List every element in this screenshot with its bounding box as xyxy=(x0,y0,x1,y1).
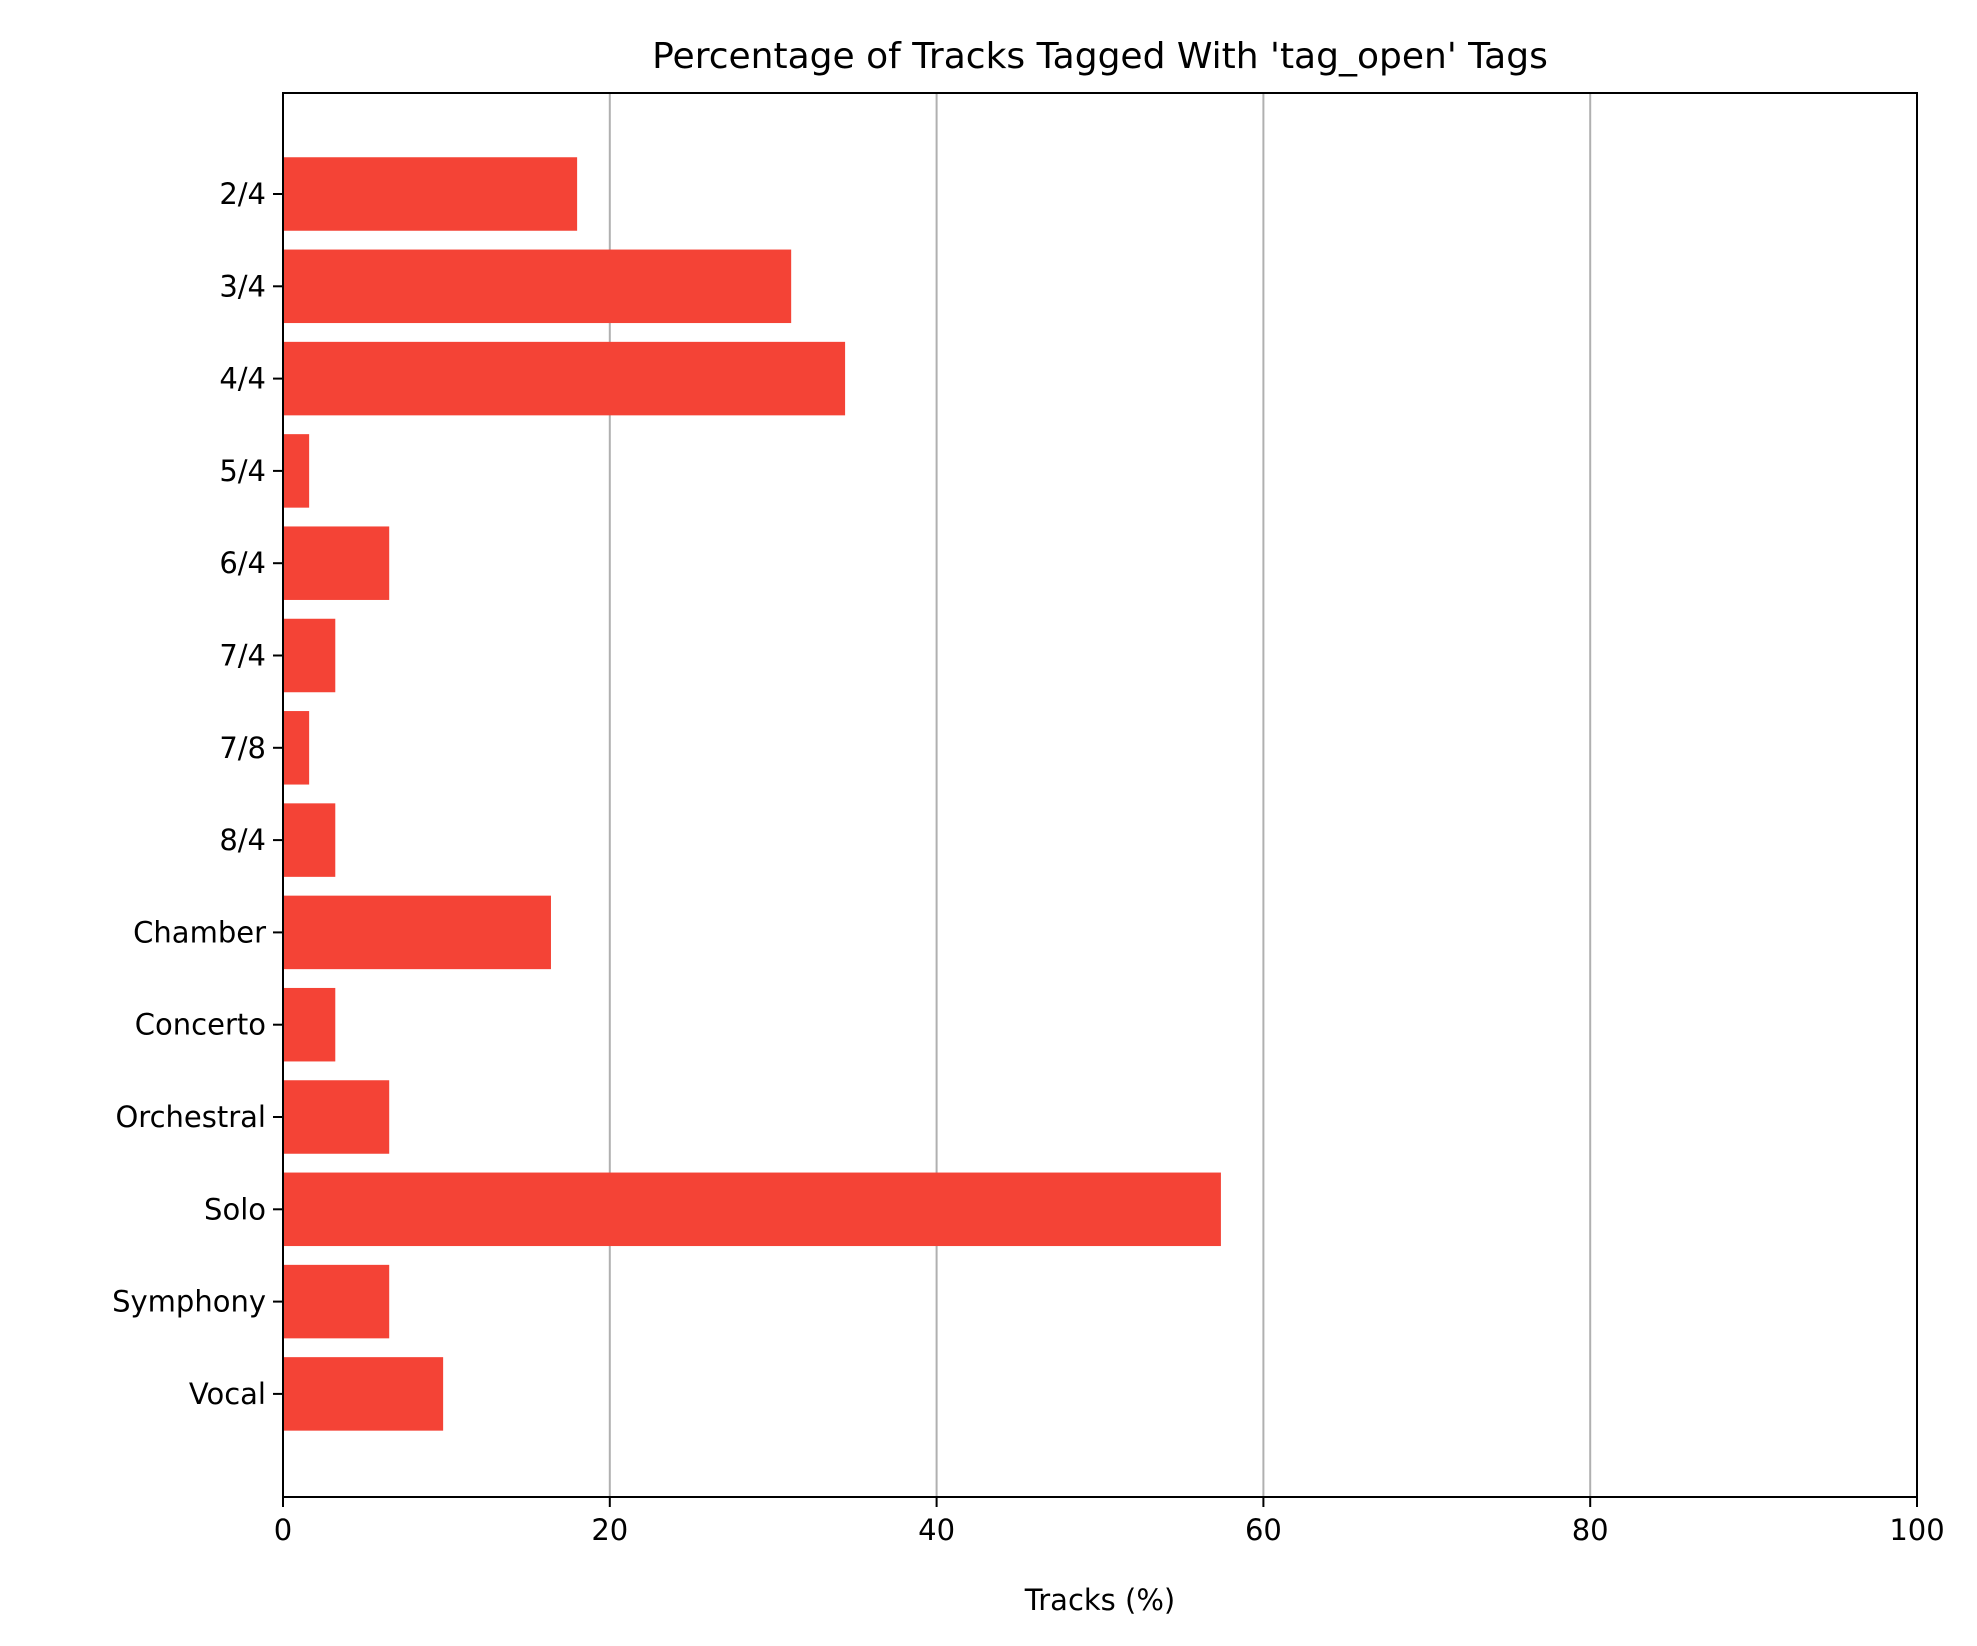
plot-frame xyxy=(282,92,1918,1498)
x-axis: 0 20 40 60 80 100 xyxy=(274,1497,1945,1547)
chart-title: Percentage of Tracks Tagged With 'tag_op… xyxy=(652,36,1548,77)
bar-orchestral xyxy=(283,1080,390,1154)
bar-6-4 xyxy=(283,526,390,600)
x-tick-label: 40 xyxy=(918,1513,955,1547)
y-tick-label: 7/4 xyxy=(219,639,266,673)
bar-vocal xyxy=(283,1357,444,1431)
y-tick-label: Orchestral xyxy=(115,1100,266,1134)
bar-chamber xyxy=(283,895,551,970)
y-tick-label: 2/4 xyxy=(219,177,266,211)
bar-5-4 xyxy=(283,434,310,508)
bar-solo xyxy=(283,1172,1221,1247)
x-axis-label: Tracks (%) xyxy=(1024,1583,1175,1617)
bar-3-4 xyxy=(283,249,792,324)
bar-concerto xyxy=(283,987,336,1062)
y-tick-label: Solo xyxy=(204,1192,266,1226)
bar-8-4 xyxy=(283,803,336,877)
x-tick-label: 100 xyxy=(1889,1513,1944,1547)
bar-symphony xyxy=(283,1264,390,1339)
y-tick-label: Vocal xyxy=(189,1377,266,1411)
x-tick-label: 60 xyxy=(1245,1513,1282,1547)
y-tick-label: 7/8 xyxy=(219,731,266,765)
bar-4-4 xyxy=(283,341,846,416)
x-tick-label: 0 xyxy=(274,1513,292,1547)
bar-7-4 xyxy=(283,618,336,693)
x-tick-label: 20 xyxy=(591,1513,628,1547)
y-tick-label: Chamber xyxy=(133,915,266,949)
bar-7-8 xyxy=(283,711,310,785)
bars xyxy=(283,157,1221,1431)
y-tick-label: 4/4 xyxy=(219,362,266,396)
y-tick-label: 5/4 xyxy=(219,454,266,488)
bar-2-4 xyxy=(283,157,578,231)
y-tick-label: Symphony xyxy=(112,1285,266,1319)
y-axis: 2/4 3/4 4/4 5/4 6/4 7/4 7/8 8/4 Chamber Concerto O… xyxy=(112,177,283,1411)
y-tick-label: 3/4 xyxy=(219,269,266,303)
y-tick-label: Concerto xyxy=(135,1008,266,1042)
y-tick-label: 8/4 xyxy=(219,823,266,857)
y-tick-label: 6/4 xyxy=(219,546,266,580)
x-tick-label: 80 xyxy=(1572,1513,1609,1547)
